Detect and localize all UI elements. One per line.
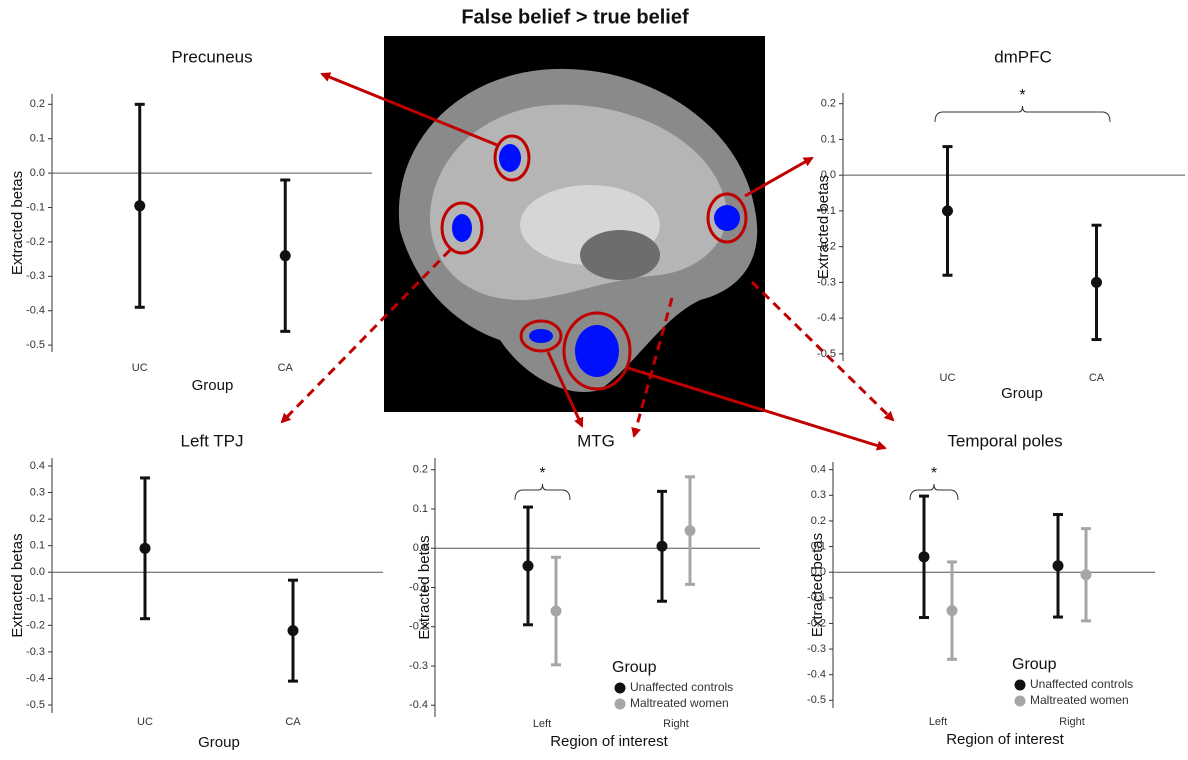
panel-title: Precuneus [171,47,252,66]
x-tick-label: UC [132,362,148,374]
point [1053,560,1064,571]
legend-title: Group [612,659,657,676]
y-tick-label: -0.3 [807,643,826,655]
panel-title: MTG [577,431,615,450]
y-tick-label: 0.4 [811,464,826,476]
y-tick-label: -0.5 [26,699,45,711]
y-tick-label: -0.2 [26,619,45,631]
significance-label: * [931,465,937,482]
x-axis-label: Group [198,734,240,751]
legend-label: Unaffected controls [630,680,733,694]
panel-title: dmPFC [994,47,1052,66]
legend-marker [615,683,626,694]
x-axis-label: Region of interest [550,733,668,750]
y-tick-label: -0.4 [807,669,826,681]
point [523,560,534,571]
y-tick-label: -0.4 [817,312,836,324]
y-tick-label: -0.3 [26,646,45,658]
y-tick-label: -0.5 [817,348,836,360]
y-tick-label: 0.3 [30,486,45,498]
legend-label: Maltreated women [1030,693,1129,707]
x-axis-label: Group [1001,385,1043,402]
y-axis-label: Extracted betas [809,533,826,637]
point [1081,569,1092,580]
legend-marker [1015,696,1026,707]
significance-bracket [910,484,958,500]
x-tick-label: CA [1089,372,1105,384]
y-tick-label: 0.0 [30,566,45,578]
panel-title: Temporal poles [947,431,1062,450]
y-tick-label: 0.2 [30,513,45,525]
y-tick-label: -0.1 [26,593,45,605]
y-tick-label: 0.2 [30,98,45,110]
y-tick-label: -0.4 [26,305,45,317]
legend-label: Maltreated women [630,696,729,710]
y-tick-label: 0.2 [811,515,826,527]
y-axis-label: Extracted betas [9,533,26,637]
y-tick-label: 0.4 [30,460,45,472]
legend-title: Group [1012,656,1057,673]
panel-title: Left TPJ [181,431,244,450]
y-tick-label: -0.2 [26,236,45,248]
point [919,551,930,562]
significance-label: * [1019,87,1025,104]
significance-bracket [935,106,1110,122]
significance-bracket [515,484,570,500]
x-tick-label: CA [285,716,301,728]
x-tick-label: CA [278,362,294,374]
point [280,250,291,261]
point [140,543,151,554]
x-tick-label: Left [929,716,947,728]
y-axis-label: Extracted betas [815,175,832,279]
y-tick-label: -0.4 [409,699,428,711]
significance-label: * [539,465,545,482]
figure-title: False belief > true belief [461,6,689,28]
y-tick-label: -0.3 [409,660,428,672]
point [134,200,145,211]
legend-label: Unaffected controls [1030,677,1133,691]
x-tick-label: Left [533,718,551,730]
y-tick-label: -0.3 [26,270,45,282]
point [685,525,696,536]
y-tick-label: -0.5 [807,694,826,706]
figure: False belief > true belief Precuneus 0.2 0… [0,0,1188,755]
x-tick-label: Right [1059,716,1085,728]
y-tick-label: 0.0 [30,167,45,179]
y-tick-label: 0.1 [821,133,836,145]
point [942,205,953,216]
y-tick-label: 0.1 [30,133,45,145]
y-tick-label: 0.1 [413,503,428,515]
y-tick-label: 0.2 [821,98,836,110]
point [947,605,958,616]
x-tick-label: UC [137,716,153,728]
y-tick-label: -0.4 [26,672,45,684]
legend-marker [615,699,626,710]
x-tick-label: Right [663,718,689,730]
y-axis-label: Extracted betas [9,171,26,275]
y-tick-label: -0.5 [26,339,45,351]
point [551,606,562,617]
point [657,541,668,552]
point [1091,277,1102,288]
y-tick-label: 0.3 [811,489,826,501]
x-axis-label: Region of interest [946,731,1064,748]
legend-marker [1015,680,1026,691]
y-tick-label: -0.1 [26,201,45,213]
y-tick-label: 0.1 [30,540,45,552]
point [288,625,299,636]
x-axis-label: Group [192,377,234,394]
brain-image [384,36,765,412]
y-tick-label: 0.2 [413,464,428,476]
y-axis-label: Extracted betas [416,535,433,639]
x-tick-label: UC [940,372,956,384]
